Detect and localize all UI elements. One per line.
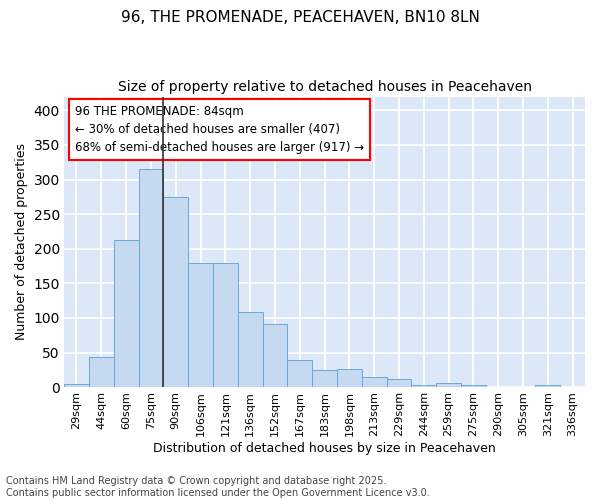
Bar bbox=[412, 385, 436, 387]
Bar bbox=[213, 262, 238, 387]
Bar bbox=[535, 385, 560, 387]
Bar bbox=[337, 369, 362, 387]
Bar bbox=[89, 356, 114, 387]
Bar bbox=[114, 240, 139, 387]
Title: Size of property relative to detached houses in Peacehaven: Size of property relative to detached ho… bbox=[118, 80, 532, 94]
Bar bbox=[386, 379, 412, 387]
Bar bbox=[461, 385, 486, 387]
Bar bbox=[362, 378, 386, 387]
Bar bbox=[163, 197, 188, 387]
Bar bbox=[263, 324, 287, 387]
Text: Contains HM Land Registry data © Crown copyright and database right 2025.
Contai: Contains HM Land Registry data © Crown c… bbox=[6, 476, 430, 498]
Bar bbox=[312, 370, 337, 387]
Bar bbox=[64, 384, 89, 387]
Bar bbox=[238, 312, 263, 387]
Text: 96 THE PROMENADE: 84sqm
← 30% of detached houses are smaller (407)
68% of semi-d: 96 THE PROMENADE: 84sqm ← 30% of detache… bbox=[74, 106, 364, 154]
X-axis label: Distribution of detached houses by size in Peacehaven: Distribution of detached houses by size … bbox=[153, 442, 496, 455]
Text: 96, THE PROMENADE, PEACEHAVEN, BN10 8LN: 96, THE PROMENADE, PEACEHAVEN, BN10 8LN bbox=[121, 10, 479, 25]
Bar bbox=[188, 262, 213, 387]
Bar bbox=[139, 168, 163, 387]
Y-axis label: Number of detached properties: Number of detached properties bbox=[15, 144, 28, 340]
Bar bbox=[287, 360, 312, 387]
Bar bbox=[436, 383, 461, 387]
